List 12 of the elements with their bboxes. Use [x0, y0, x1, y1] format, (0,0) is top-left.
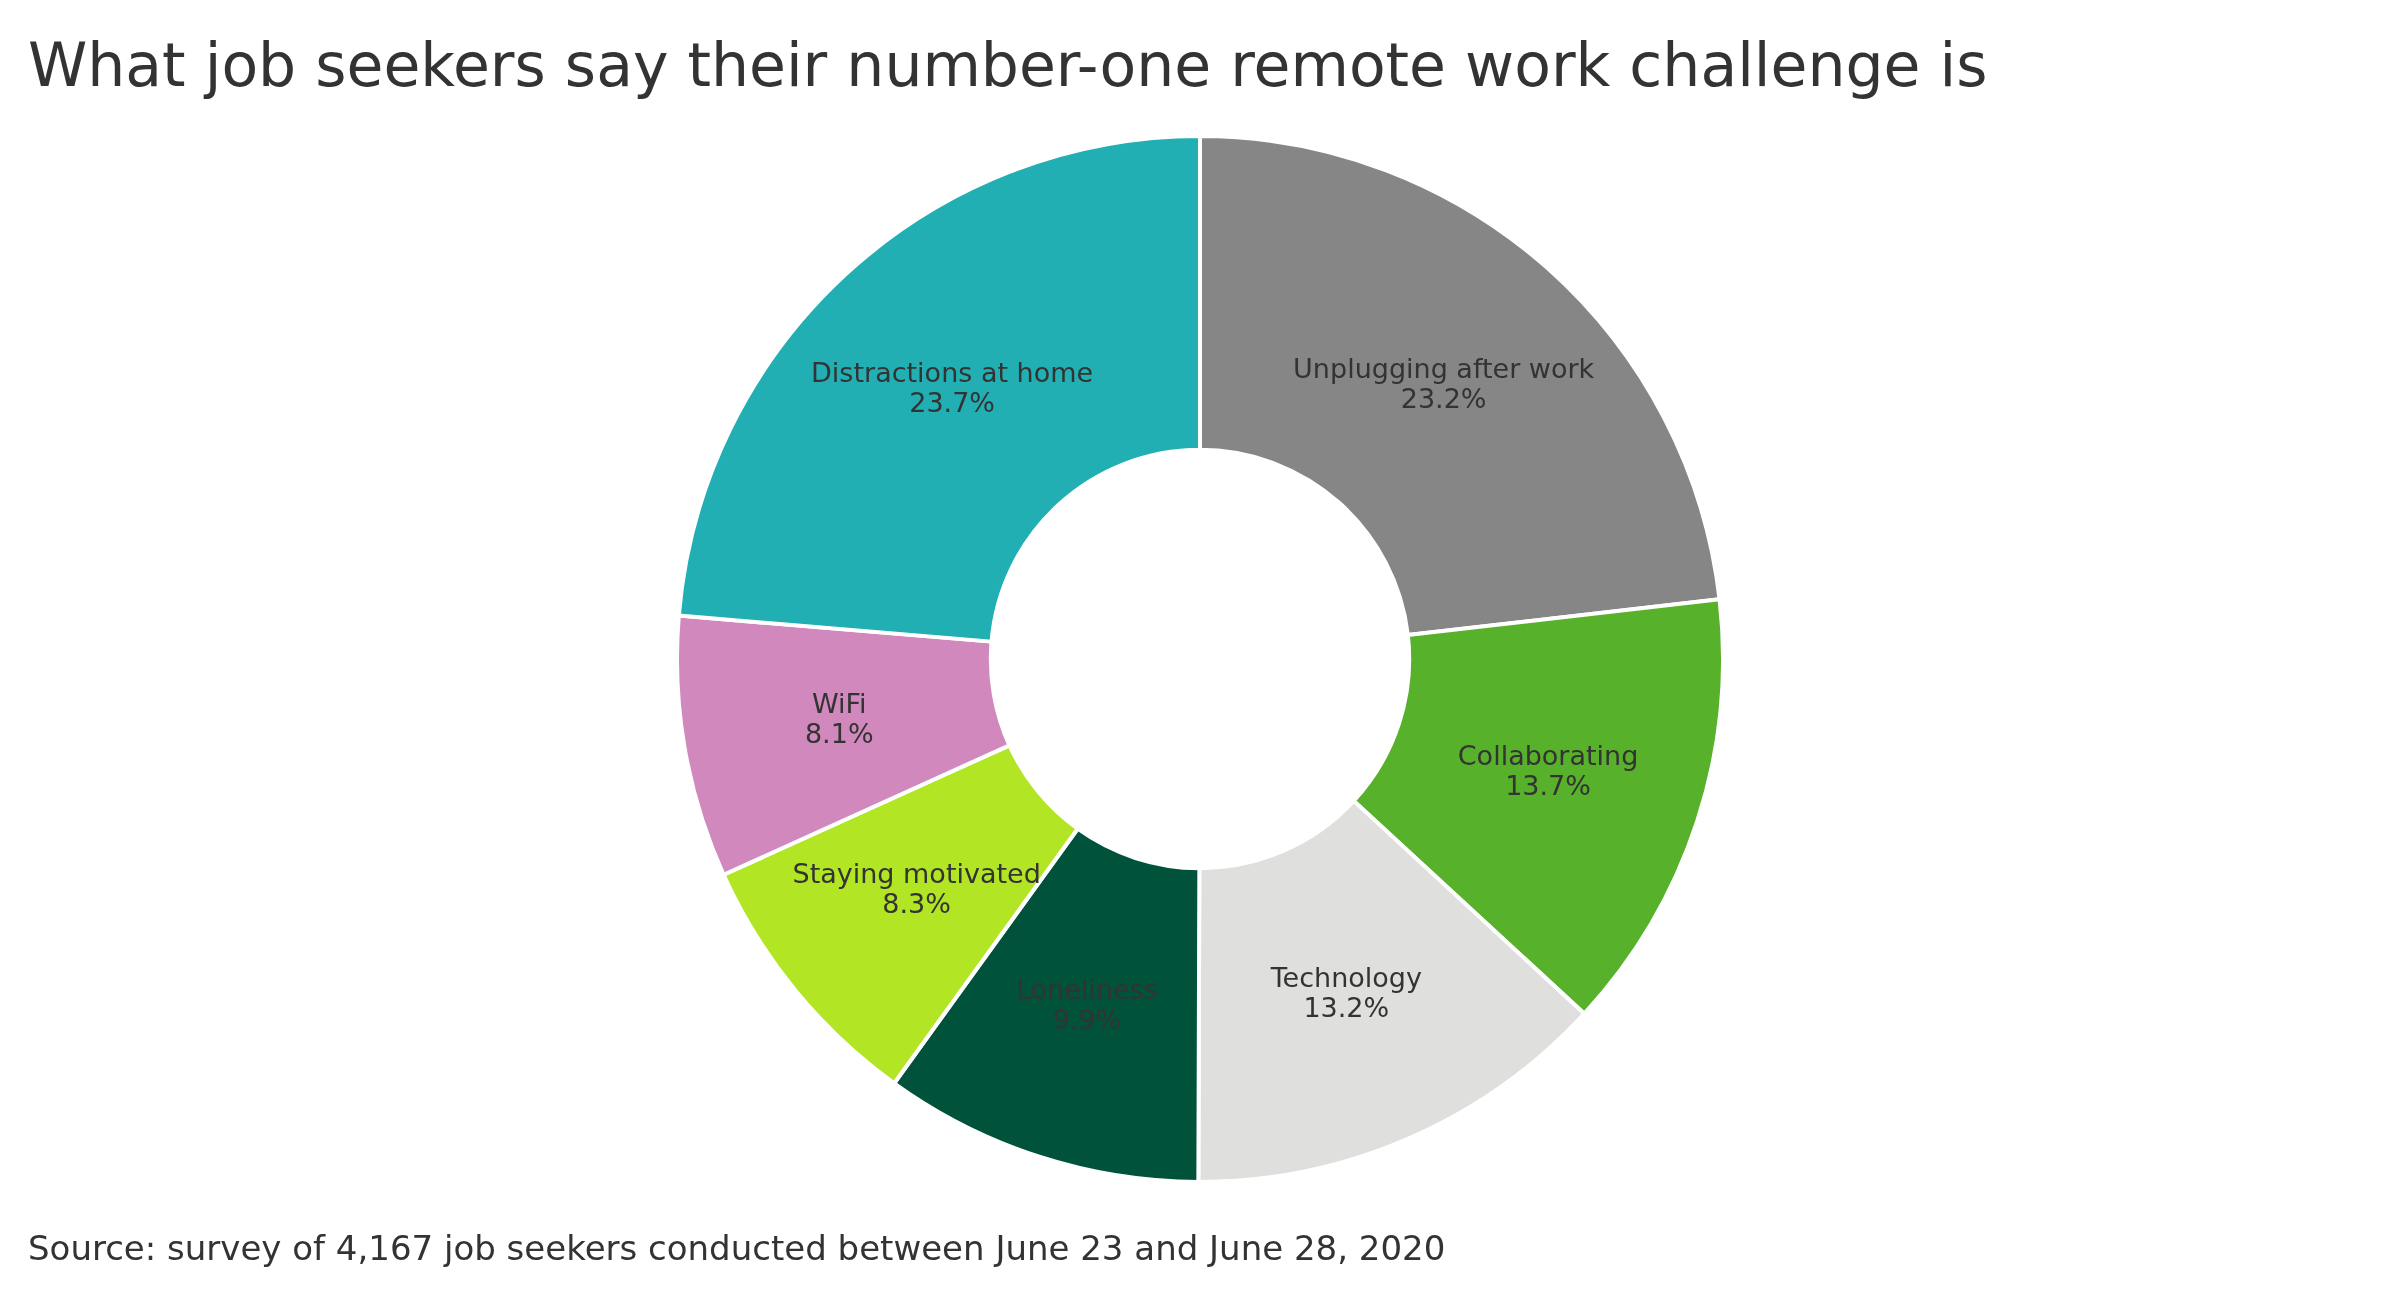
chart-title: What job seekers say their number-one remote work challenge is: [28, 30, 1988, 100]
data-label: 8.1%: [804, 718, 874, 750]
slice-label: Collaborating: [1457, 739, 1639, 771]
data-label: 13.7%: [1505, 769, 1591, 801]
source-note: Source: survey of 4,167 job seekers conducted between June 23 and June 28, 2020: [28, 1228, 1446, 1268]
data-label: 13.2%: [1303, 991, 1390, 1023]
data-label: 23.7%: [909, 386, 995, 418]
slice-label: Unplugging after work: [1293, 352, 1595, 384]
slice-label: WiFi: [811, 688, 867, 720]
slice-label: Staying motivated: [792, 857, 1041, 889]
slice-label: Distractions at home: [811, 356, 1094, 388]
slice-label: Technology: [1269, 961, 1422, 993]
